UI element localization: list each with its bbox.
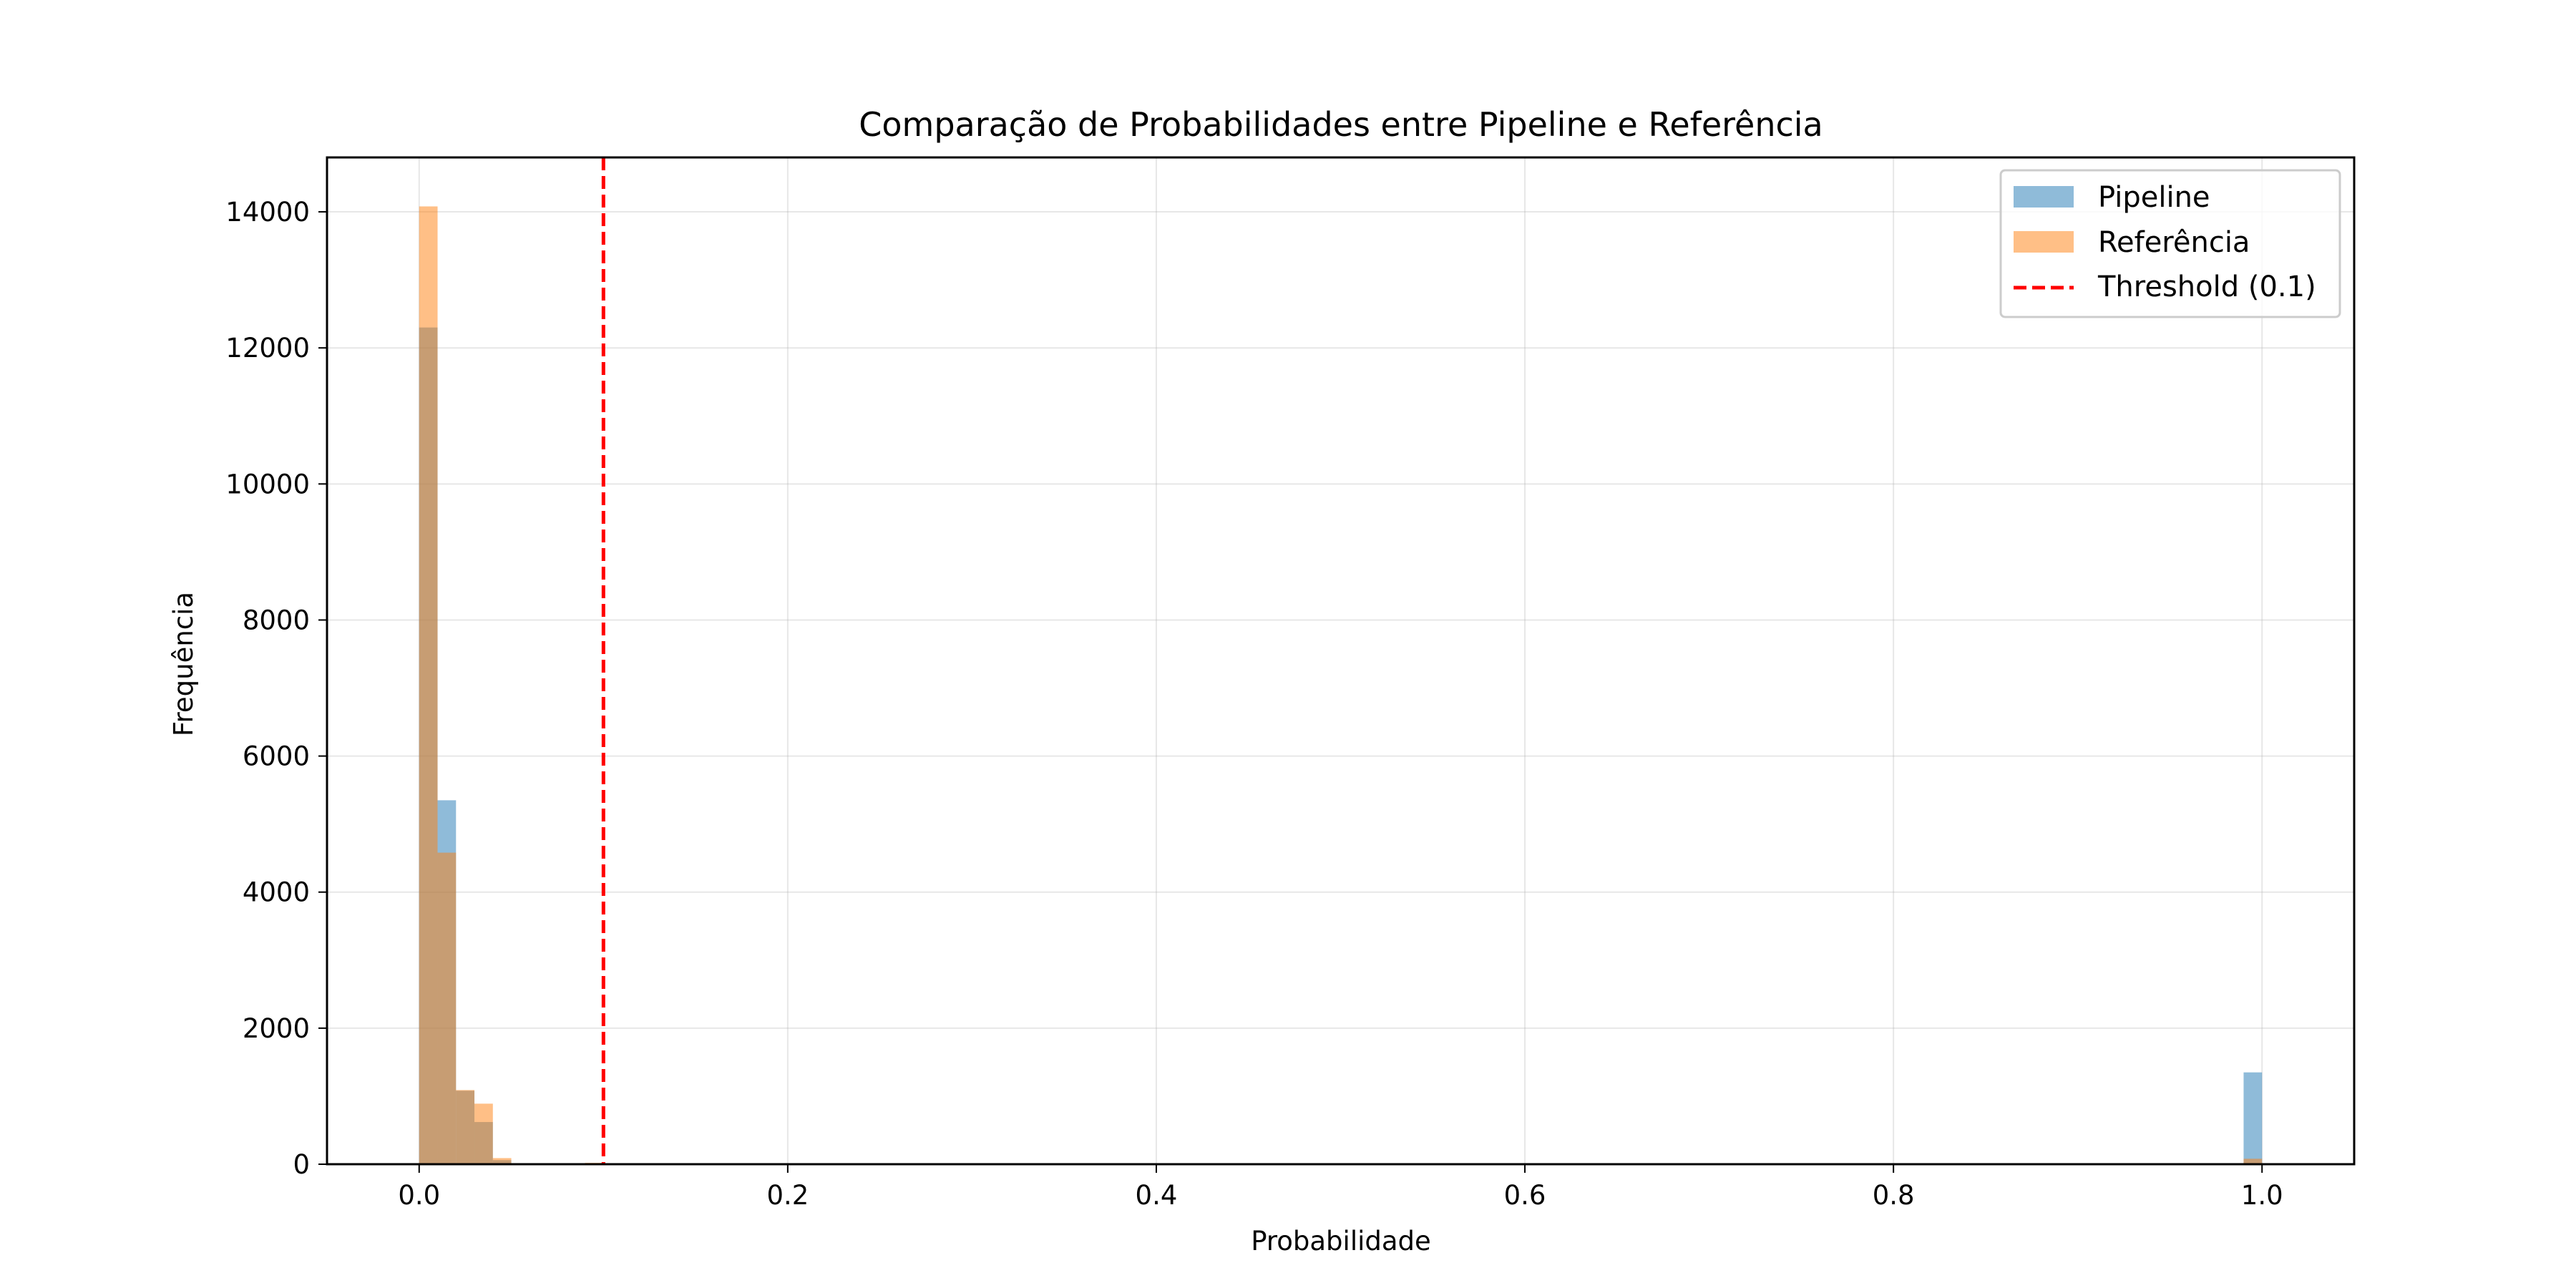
x-tick-label: 0.6 [1504, 1180, 1546, 1211]
x-tick-label: 1.0 [2241, 1180, 2283, 1211]
legend-frame [1999, 169, 2341, 318]
bar-referencia [474, 1103, 493, 1164]
plot-frame [326, 156, 2356, 1166]
bar-referencia [2243, 1158, 2263, 1164]
y-tick-label: 6000 [243, 741, 310, 772]
y-tick-label: 14000 [225, 197, 310, 228]
legend-label-referencia: Referência [2098, 226, 2250, 259]
bar-referencia [419, 206, 438, 1165]
chart-title: Comparação de Probabilidades entre Pipel… [859, 105, 1823, 144]
bar-pipeline [2243, 1072, 2263, 1164]
legend-label-pipeline: Pipeline [2098, 181, 2210, 214]
y-tick-label: 8000 [243, 605, 310, 635]
y-axis: 0 2000 4000 6000 8000 10000 12000 14000 [225, 197, 327, 1180]
legend: Pipeline Referência Threshold (0.1) [1999, 169, 2341, 318]
x-tick-label: 0.8 [1873, 1180, 1915, 1211]
y-tick-label: 2000 [243, 1013, 310, 1044]
y-tick-label: 10000 [225, 469, 310, 499]
x-tick-label: 0.2 [766, 1180, 809, 1211]
y-axis-label: Frequência [168, 592, 199, 736]
x-tick-label: 0.4 [1136, 1180, 1178, 1211]
x-axis-label: Probabilidade [1251, 1226, 1431, 1257]
legend-label-threshold: Threshold (0.1) [2097, 270, 2316, 303]
x-tick-label: 0.0 [398, 1180, 440, 1211]
y-tick-label: 12000 [225, 333, 310, 364]
bar-referencia [456, 1090, 475, 1164]
legend-swatch-referencia [2014, 231, 2074, 253]
bars [419, 206, 2263, 1165]
bar-referencia [437, 852, 457, 1164]
y-tick-label: 4000 [243, 877, 310, 908]
legend-swatch-pipeline [2014, 186, 2074, 208]
y-tick-label: 0 [293, 1149, 310, 1180]
bar-referencia [492, 1158, 512, 1164]
x-axis: 0.0 0.2 0.4 0.6 0.8 1.0 [398, 1164, 2283, 1211]
